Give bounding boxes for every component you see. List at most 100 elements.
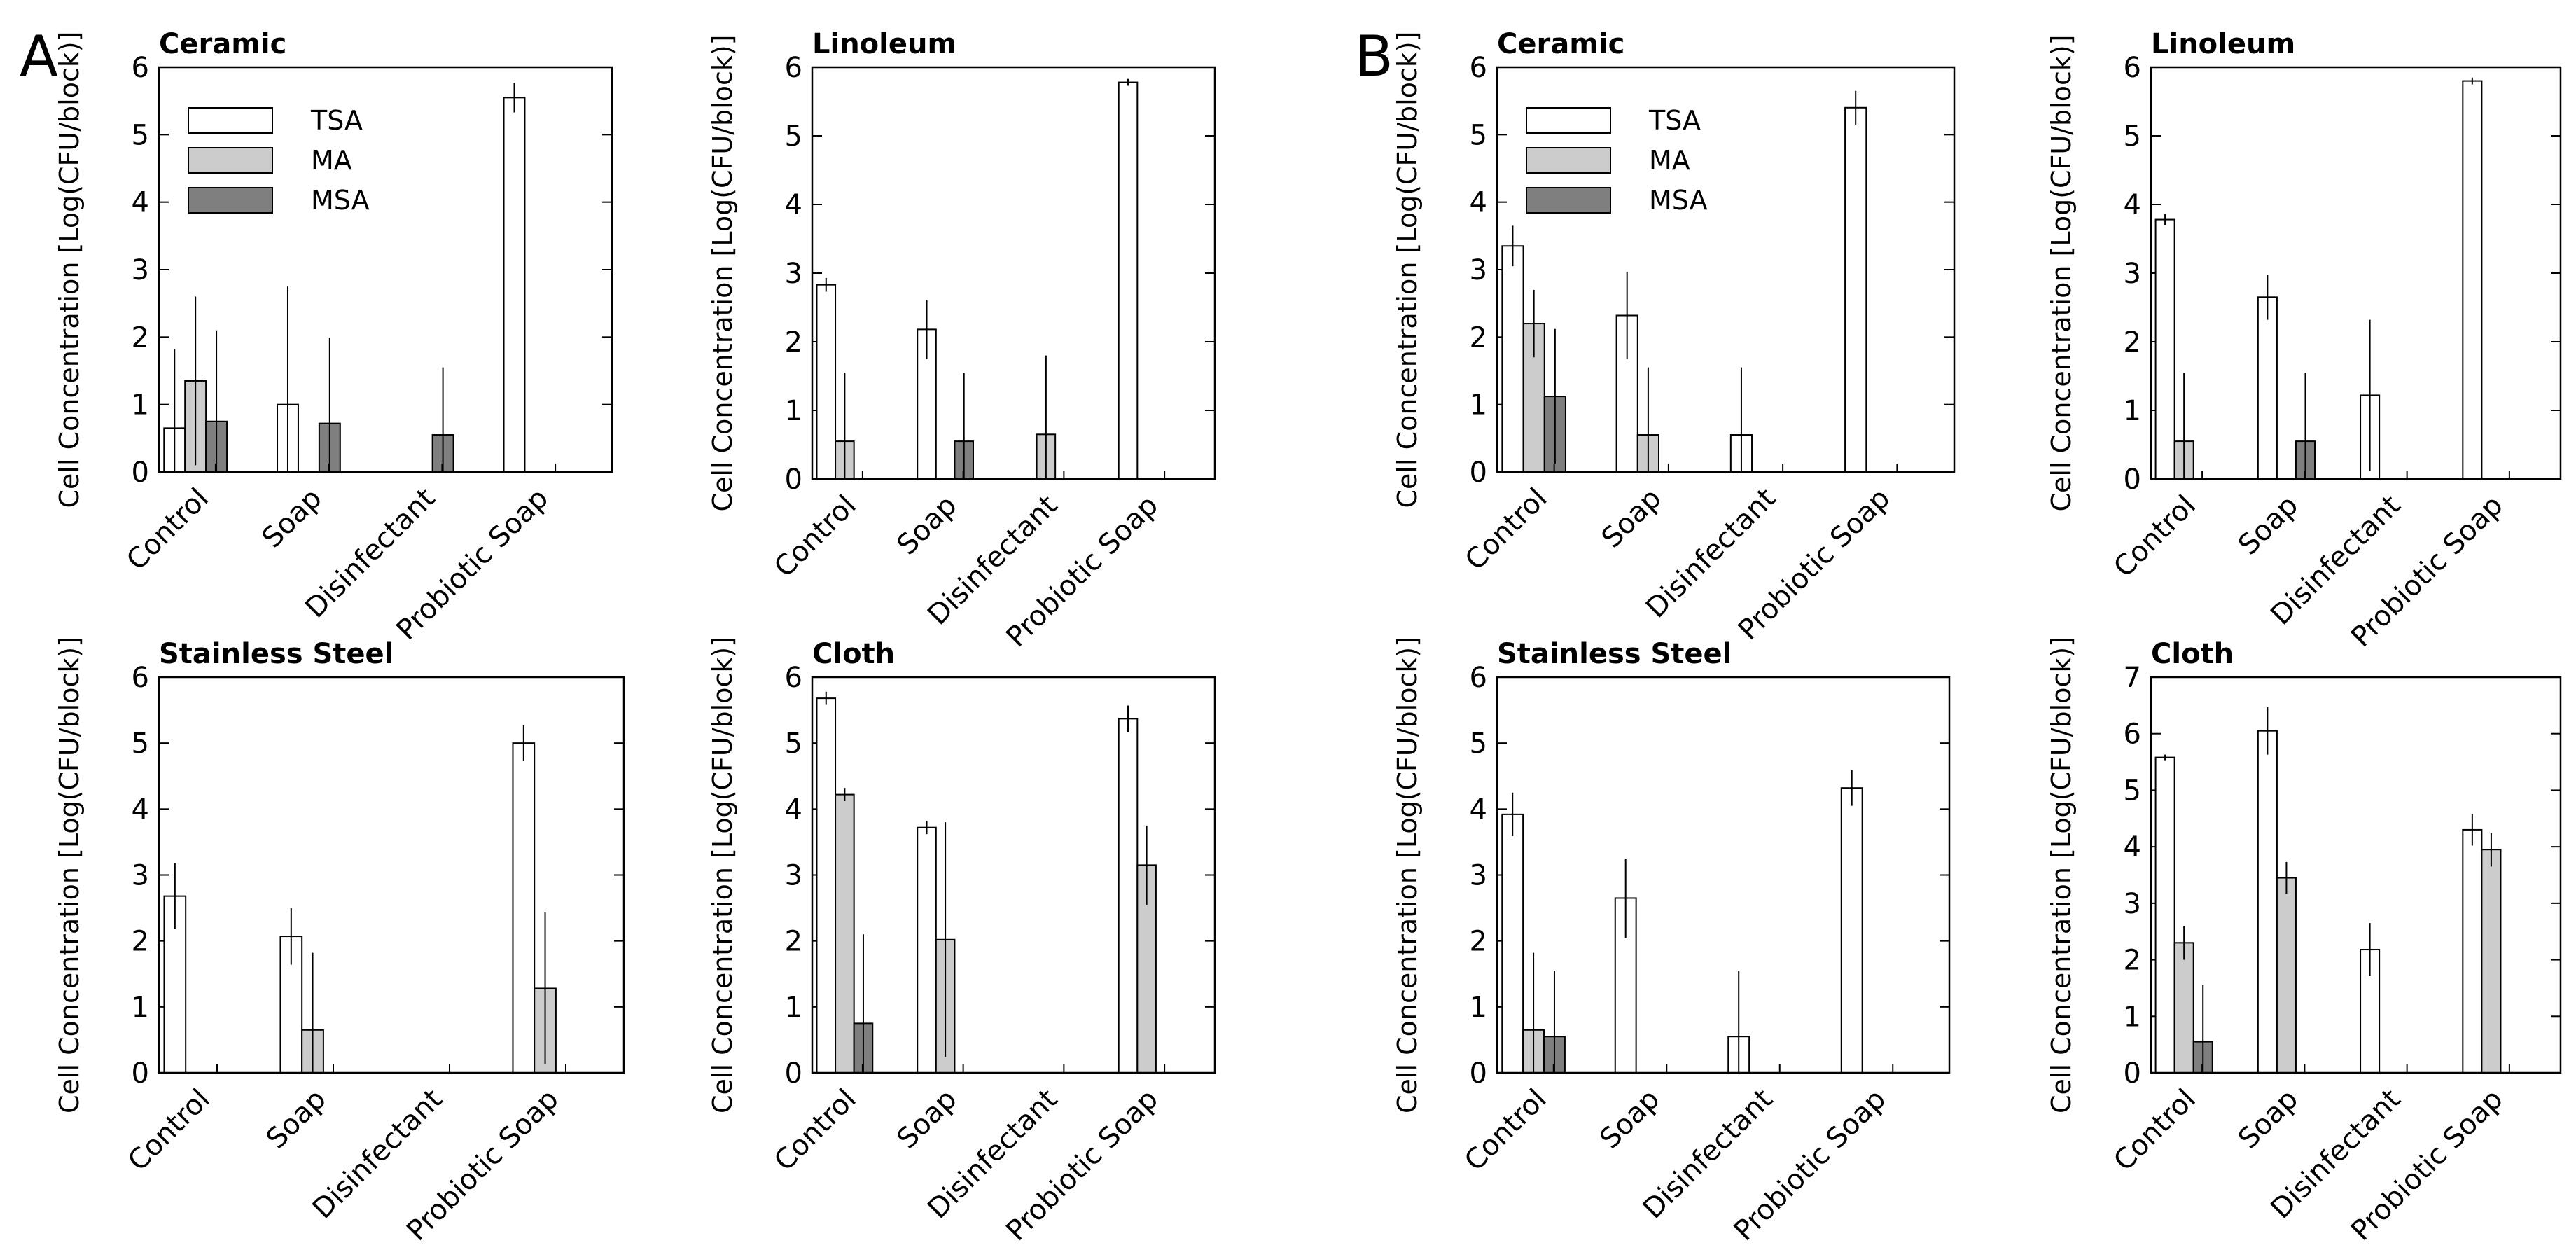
y-axis-label: Cell Concentration [Log(CFU/block)] bbox=[1392, 31, 1423, 508]
bar-tsa-probiotic-soap bbox=[2462, 80, 2483, 480]
y-axis-label: Cell Concentration [Log(CFU/block)] bbox=[54, 637, 85, 1113]
bar-tsa-soap bbox=[917, 826, 937, 1074]
x-category-label: Control bbox=[1459, 482, 1554, 577]
y-tick-label: 2 bbox=[785, 326, 802, 359]
y-tick-label: 4 bbox=[132, 187, 149, 219]
y-tick-label: 1 bbox=[2124, 1001, 2141, 1033]
legend-label-msa: MSA bbox=[311, 185, 370, 216]
y-tick-label: 0 bbox=[1470, 457, 1487, 489]
y-tick-label: 5 bbox=[1470, 728, 1487, 760]
y-tick-label: 5 bbox=[132, 119, 149, 151]
bar-tsa-control bbox=[816, 697, 837, 1074]
chart-title: Linoleum bbox=[2151, 28, 2295, 60]
x-category-label: Soap bbox=[891, 1083, 963, 1155]
chart-title: Ceramic bbox=[159, 28, 286, 60]
legend-label-msa: MSA bbox=[1649, 185, 1708, 216]
bar-tsa-probiotic-soap bbox=[1118, 718, 1139, 1074]
y-tick-label: 5 bbox=[132, 728, 149, 760]
plot-frame bbox=[811, 676, 1216, 1074]
y-tick-label: 4 bbox=[2124, 189, 2141, 221]
y-tick-label: 4 bbox=[2124, 831, 2141, 863]
x-category-label: Control bbox=[2108, 1083, 2202, 1178]
y-tick-label: 3 bbox=[132, 254, 149, 286]
y-tick-label: 3 bbox=[785, 860, 802, 892]
bar-ma-probiotic-soap bbox=[2481, 849, 2502, 1074]
y-tick-label: 6 bbox=[785, 52, 802, 84]
x-category-label: Soap bbox=[891, 489, 963, 562]
plot-frame bbox=[1496, 66, 1956, 473]
y-tick-label: 4 bbox=[1470, 187, 1487, 219]
y-tick-label: 6 bbox=[785, 662, 802, 694]
y-tick-label: 1 bbox=[1470, 992, 1487, 1024]
y-tick-label: 4 bbox=[785, 189, 802, 221]
bar-ma-soap bbox=[2276, 877, 2297, 1074]
bar-ma-control bbox=[2173, 942, 2194, 1074]
y-tick-label: 4 bbox=[1470, 793, 1487, 826]
legend-swatch-ma bbox=[1526, 147, 1611, 174]
chart-title: Cloth bbox=[812, 638, 895, 670]
bar-tsa-probiotic-soap bbox=[1840, 787, 1863, 1074]
y-tick-label: 2 bbox=[132, 926, 149, 958]
y-tick-label: 1 bbox=[785, 992, 802, 1024]
y-tick-label: 1 bbox=[132, 992, 149, 1024]
y-tick-label: 2 bbox=[785, 926, 802, 958]
x-category-label: Control bbox=[2108, 489, 2202, 584]
legend-swatch-ma bbox=[188, 147, 273, 174]
y-tick-label: 2 bbox=[132, 321, 149, 354]
y-tick-label: 0 bbox=[785, 1057, 802, 1090]
y-tick-label: 1 bbox=[132, 389, 149, 422]
bar-tsa-soap bbox=[2257, 296, 2278, 480]
y-tick-label: 3 bbox=[2124, 888, 2141, 920]
y-axis-label: Cell Concentration [Log(CFU/block)] bbox=[707, 34, 738, 511]
legend-swatch-msa bbox=[1526, 187, 1611, 214]
chart-7: Cloth Cell Concentration [Log(CFU/block)]… bbox=[2046, 637, 2562, 1247]
y-tick-label: 0 bbox=[785, 464, 802, 496]
chart-1: Linoleum Cell Concentration [Log(CFU/bloc… bbox=[707, 28, 1216, 653]
plot-frame bbox=[158, 66, 613, 473]
bar-tsa-soap bbox=[279, 936, 303, 1074]
chart-0: Ceramic Cell Concentration [Log(CFU/block… bbox=[54, 28, 613, 646]
chart-title: Cloth bbox=[2151, 638, 2234, 670]
chart-2: Stainless Steel Cell Concentration [Log(C… bbox=[54, 637, 625, 1247]
y-tick-label: 5 bbox=[1470, 119, 1487, 151]
plot-frame bbox=[2150, 676, 2562, 1074]
panel-label-b: B bbox=[1355, 24, 1393, 89]
y-tick-label: 0 bbox=[2124, 1057, 2141, 1090]
y-tick-label: 0 bbox=[2124, 464, 2141, 496]
y-tick-label: 3 bbox=[132, 860, 149, 892]
chart-4: Ceramic Cell Concentration [Log(CFU/block… bbox=[1392, 28, 1956, 646]
y-tick-label: 7 bbox=[2124, 662, 2141, 694]
legend-label-ma: MA bbox=[311, 145, 352, 176]
x-category-label: Soap bbox=[1594, 1083, 1666, 1155]
y-tick-label: 6 bbox=[1470, 662, 1487, 694]
y-tick-label: 2 bbox=[2124, 326, 2141, 359]
y-tick-label: 6 bbox=[132, 52, 149, 84]
bar-tsa-control bbox=[1501, 245, 1524, 473]
chart-5: Linoleum Cell Concentration [Log(CFU/bloc… bbox=[2046, 28, 2562, 653]
legend-swatch-tsa bbox=[188, 107, 273, 134]
y-tick-label: 3 bbox=[785, 258, 802, 290]
y-tick-label: 5 bbox=[785, 728, 802, 760]
legend-label-ma: MA bbox=[1649, 145, 1690, 176]
y-tick-label: 5 bbox=[2124, 775, 2141, 807]
x-category-label: Control bbox=[122, 1083, 216, 1178]
bar-tsa-soap bbox=[2257, 730, 2278, 1074]
chart-title: Stainless Steel bbox=[1497, 638, 1732, 670]
y-tick-label: 5 bbox=[2124, 120, 2141, 153]
plot-frame bbox=[2150, 66, 2562, 480]
y-tick-label: 0 bbox=[1470, 1057, 1487, 1090]
x-category-label: Soap bbox=[1596, 482, 1668, 555]
legend-swatch-tsa bbox=[1526, 107, 1611, 134]
y-tick-label: 3 bbox=[1470, 860, 1487, 892]
y-tick-label: 4 bbox=[785, 793, 802, 826]
bar-tsa-control bbox=[1501, 813, 1524, 1074]
bar-tsa-probiotic-soap bbox=[503, 97, 526, 473]
bar-tsa-probiotic-soap bbox=[1844, 106, 1867, 473]
x-category-label: Soap bbox=[260, 1083, 333, 1155]
x-category-label: Soap bbox=[256, 482, 328, 555]
bar-ma-control bbox=[835, 793, 855, 1074]
chart-title: Linoleum bbox=[812, 28, 956, 60]
y-tick-label: 3 bbox=[1470, 254, 1487, 286]
y-axis-label: Cell Concentration [Log(CFU/block)] bbox=[54, 31, 85, 508]
x-category-label: Control bbox=[768, 489, 863, 584]
